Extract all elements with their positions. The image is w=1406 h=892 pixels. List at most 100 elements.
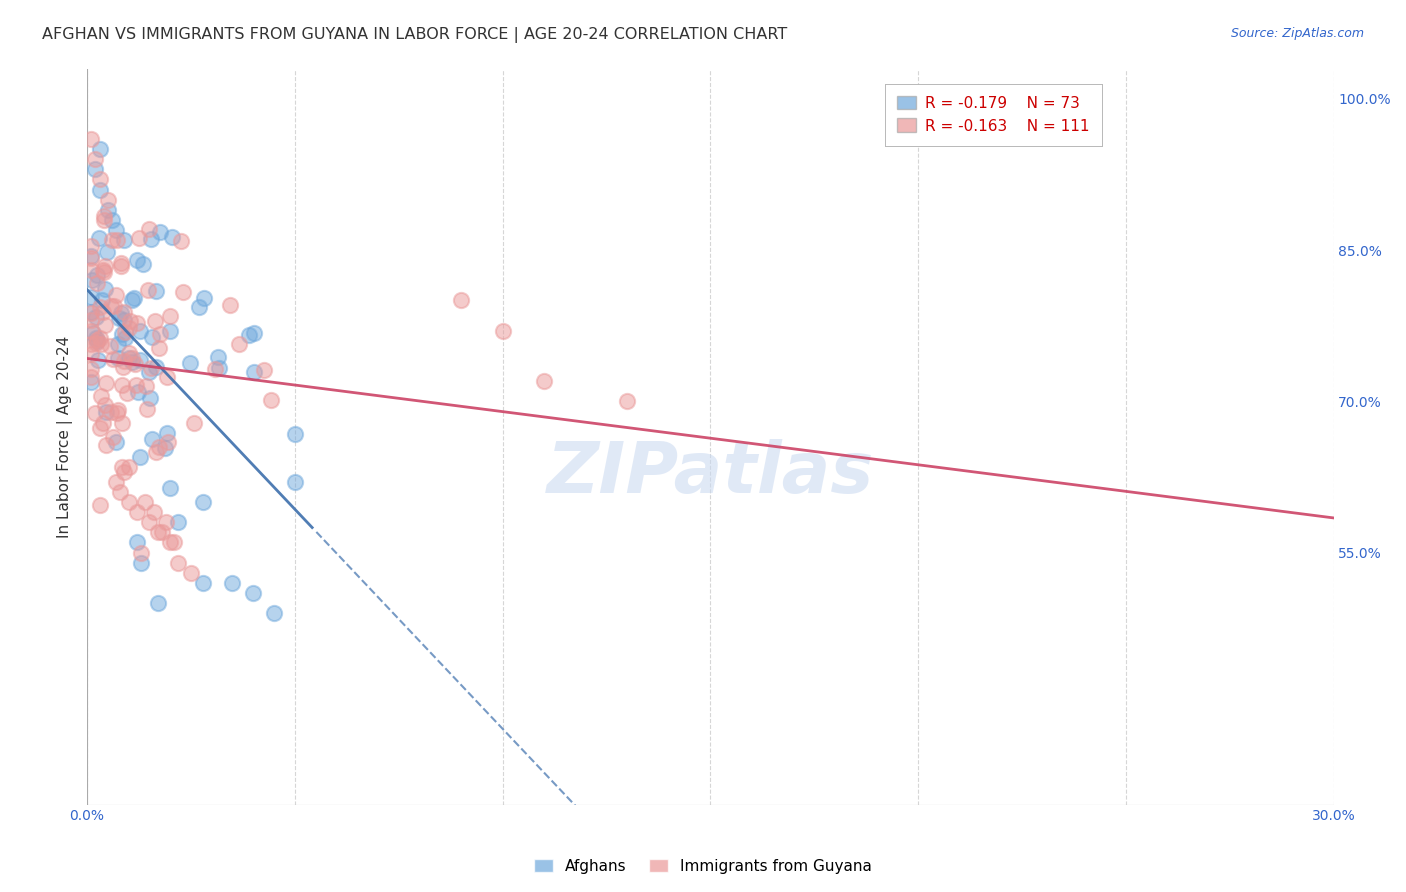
Point (105, 406, 128, 420)
Point (97, 202, 120, 217)
Point (156, 370, 179, 384)
Point (242, 326, 264, 341)
Point (96, 244, 118, 259)
Point (94, 259, 117, 273)
Point (107, 403, 129, 417)
Point (89, 331, 111, 345)
Point (148, 441, 170, 455)
Point (80, 306, 103, 320)
Text: AFGHAN VS IMMIGRANTS FROM GUYANA IN LABOR FORCE | AGE 20-24 CORRELATION CHART: AFGHAN VS IMMIGRANTS FROM GUYANA IN LABO… (42, 27, 787, 43)
Point (111, 359, 134, 374)
Point (153, 441, 176, 455)
Point (107, 337, 129, 351)
Point (149, 225, 172, 239)
Point (110, 485, 132, 500)
Point (118, 346, 141, 360)
Point (104, 435, 127, 450)
Point (145, 445, 167, 459)
Point (89, 142, 111, 156)
Point (107, 310, 129, 325)
Point (91, 262, 114, 277)
Point (242, 586, 264, 600)
Point (111, 326, 134, 341)
Point (193, 291, 215, 305)
Point (82, 326, 104, 341)
Point (80, 239, 103, 253)
Point (80, 305, 103, 319)
Point (616, 394, 638, 409)
Point (193, 495, 215, 509)
Point (159, 481, 181, 495)
Point (91, 305, 114, 319)
Point (125, 253, 148, 268)
Point (118, 320, 141, 334)
Point (167, 556, 190, 570)
Point (139, 360, 162, 375)
Point (94, 318, 117, 333)
Point (253, 362, 276, 376)
Point (129, 545, 152, 559)
Point (115, 386, 138, 401)
Point (80, 347, 103, 361)
Point (80, 251, 103, 265)
Point (100, 405, 122, 419)
Text: ZIPatlas: ZIPatlas (547, 439, 875, 508)
Point (94, 405, 117, 419)
Point (105, 475, 128, 489)
Point (105, 233, 128, 247)
Point (238, 328, 260, 343)
Point (124, 357, 146, 371)
Point (111, 459, 134, 474)
Point (86, 334, 108, 348)
Point (149, 326, 172, 341)
Point (142, 505, 165, 519)
Point (89, 499, 111, 513)
Point (160, 229, 183, 244)
Point (80, 249, 103, 263)
Point (132, 257, 155, 271)
Point (150, 525, 173, 540)
Point (97, 193, 120, 207)
Point (170, 235, 193, 249)
Point (90, 389, 112, 403)
Point (129, 324, 152, 338)
Point (122, 291, 145, 305)
Point (491, 324, 513, 338)
Point (105, 287, 128, 301)
Point (111, 378, 134, 392)
Point (134, 495, 156, 509)
Point (87, 353, 110, 368)
Point (101, 430, 124, 444)
Point (86, 334, 108, 348)
Point (91, 416, 114, 430)
Point (159, 324, 181, 338)
Point (136, 402, 159, 417)
Point (128, 450, 150, 465)
Point (80, 336, 103, 351)
Point (129, 353, 152, 368)
Point (118, 460, 141, 475)
Point (129, 556, 152, 570)
Y-axis label: In Labor Force | Age 20-24: In Labor Force | Age 20-24 (58, 335, 73, 538)
Point (89, 172, 111, 186)
Point (93, 209, 115, 223)
Point (221, 575, 243, 590)
Point (179, 357, 201, 371)
Point (145, 284, 167, 298)
Point (110, 259, 132, 273)
Point (86, 276, 108, 290)
Point (121, 293, 143, 307)
Point (89, 182, 111, 196)
Point (80, 362, 103, 376)
Point (114, 331, 136, 345)
Point (84, 335, 107, 350)
Point (208, 361, 231, 376)
Point (112, 305, 135, 319)
Point (114, 354, 136, 368)
Point (80, 325, 103, 339)
Point (101, 212, 124, 227)
Point (138, 222, 160, 236)
Point (100, 338, 122, 352)
Point (111, 416, 134, 430)
Point (128, 231, 150, 245)
